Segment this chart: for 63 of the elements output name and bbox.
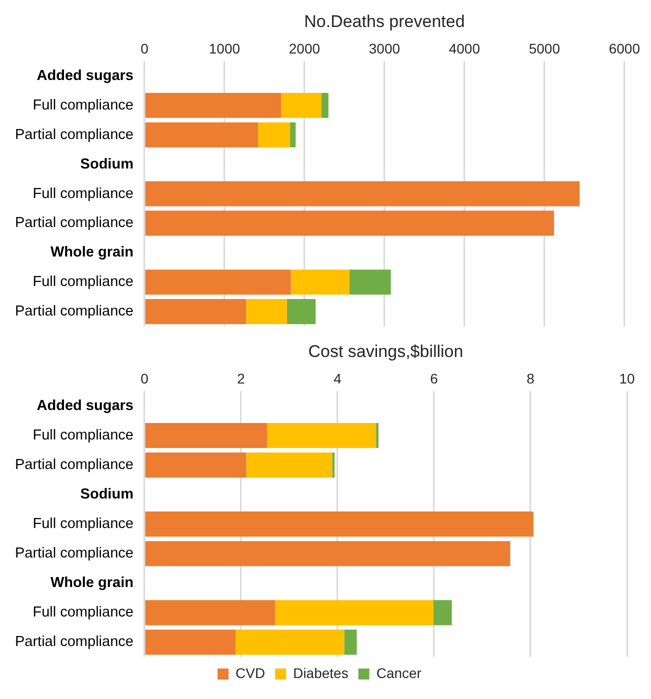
- bar: [145, 210, 554, 236]
- bar: [145, 512, 534, 537]
- x-tick-label: 6000: [608, 40, 640, 57]
- bar: [145, 452, 246, 478]
- bar: [332, 452, 335, 478]
- y-tick-label: Sodium: [80, 156, 134, 172]
- bar: [145, 270, 291, 295]
- y-tick-label: Added sugars: [36, 398, 134, 414]
- bar: [321, 92, 328, 118]
- bar: [145, 541, 510, 566]
- y-tick-label: Whole grain: [50, 244, 134, 261]
- legend-label: Cancer: [376, 664, 422, 681]
- x-tick-label: 3000: [368, 40, 400, 57]
- y-tick-label: Partial compliance: [14, 304, 134, 320]
- bar: [275, 600, 434, 626]
- y-tick-label: Whole grain: [50, 575, 134, 592]
- x-tick-label: 1000: [208, 40, 240, 57]
- bar: [236, 630, 344, 655]
- y-tick-label: Full compliance: [32, 516, 134, 532]
- y-tick-label: Full compliance: [32, 428, 134, 444]
- bar: [145, 122, 258, 148]
- bar: [344, 630, 357, 655]
- y-tick-label: Partial compliance: [14, 126, 134, 143]
- y-tick-label: Partial compliance: [14, 546, 134, 562]
- x-axis-title: No.Deaths prevented: [304, 12, 465, 31]
- y-tick-label: Full compliance: [32, 186, 134, 202]
- x-tick-label: 8: [526, 370, 535, 387]
- y-tick-label: Full compliance: [32, 604, 134, 621]
- x-tick-label: 5000: [528, 40, 560, 57]
- y-tick-label: Sodium: [80, 486, 134, 503]
- x-tick-label: 2000: [288, 40, 320, 57]
- bar: [286, 299, 316, 324]
- legend-label: Diabetes: [293, 664, 348, 681]
- bar: [246, 299, 287, 324]
- x-tick-label: 2: [237, 370, 246, 387]
- y-tick-label: Full compliance: [32, 274, 134, 290]
- bar: [434, 600, 452, 626]
- bar: [281, 92, 322, 118]
- y-tick-label: Partial compliance: [14, 457, 134, 474]
- x-tick-label: 0: [140, 370, 149, 387]
- x-tick-label: 0: [140, 40, 149, 57]
- bar: [246, 452, 332, 478]
- x-tick-label: 4000: [448, 40, 480, 57]
- bar: [290, 270, 350, 295]
- bar: [258, 122, 290, 148]
- bar: [145, 92, 282, 118]
- bar: [290, 122, 296, 148]
- bar: [145, 422, 268, 448]
- bar: [145, 181, 580, 206]
- bar: [349, 270, 391, 295]
- x-tick-label: 6: [430, 370, 438, 387]
- x-tick-label: 10: [619, 370, 635, 387]
- x-axis-title: Cost savings,$billion: [308, 342, 464, 361]
- bar: [145, 600, 276, 626]
- x-tick-label: 4: [334, 370, 342, 387]
- bar: [145, 630, 236, 655]
- bar: [267, 422, 376, 448]
- legend-label: CVD: [236, 664, 266, 681]
- y-tick-label: Full compliance: [32, 97, 134, 114]
- y-tick-label: Partial compliance: [14, 215, 134, 232]
- y-tick-label: Added sugars: [36, 68, 134, 84]
- bar: [145, 299, 246, 324]
- y-tick-label: Partial compliance: [14, 634, 134, 650]
